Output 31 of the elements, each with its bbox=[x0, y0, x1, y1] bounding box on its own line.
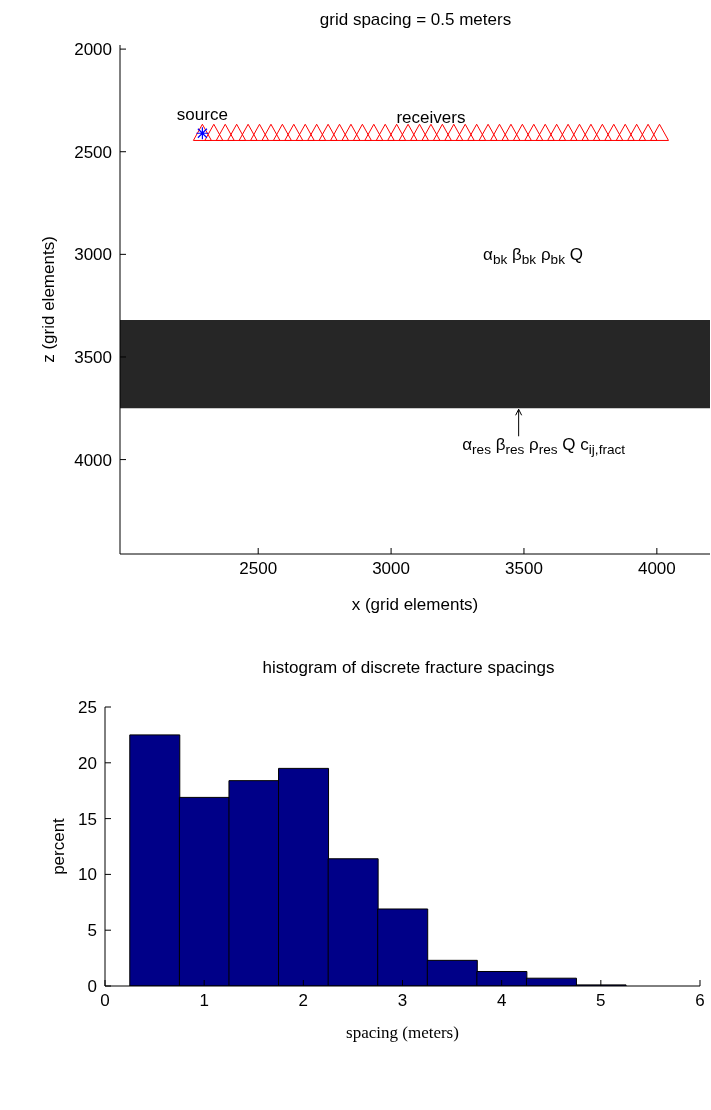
y-tick-label: 20 bbox=[78, 753, 97, 773]
annotation: α$_{bk}$ β$_{bk}$ ρ$_{bk}$ Q bbox=[483, 244, 583, 267]
chart-title: histogram of discrete fracture spacings bbox=[261, 658, 556, 678]
x-tick-label: 6 bbox=[695, 991, 705, 1011]
x-axis-title: x (grid elements) bbox=[351, 595, 479, 615]
x-axis-title: spacing (meters) bbox=[346, 1023, 459, 1043]
y-tick-label: 2000 bbox=[74, 40, 112, 60]
y-tick-label: 2500 bbox=[74, 142, 112, 162]
y-axis-title: percent bbox=[49, 817, 69, 875]
y-axis-title: z (grid elements) bbox=[39, 236, 59, 363]
annotation: α$_{res}$ β$_{res}$ ρ$_{res}$ Q c$_{ij,fract}$ bbox=[462, 435, 626, 458]
y-tick-label: 0 bbox=[87, 977, 97, 997]
y-tick-label: 10 bbox=[78, 865, 97, 885]
x-tick-label: 2500 bbox=[239, 559, 278, 579]
x-tick-label: 3500 bbox=[505, 559, 543, 579]
y-tick-label: 15 bbox=[78, 809, 97, 829]
y-tick-label: 25 bbox=[78, 698, 97, 718]
series-label: receivers bbox=[396, 108, 466, 128]
y-tick-label: 5 bbox=[87, 921, 97, 941]
x-tick-label: 3000 bbox=[372, 559, 410, 579]
y-tick-label: 3000 bbox=[74, 245, 112, 265]
chart-title: grid spacing = 0.5 meters bbox=[318, 10, 513, 30]
y-tick-label: 4000 bbox=[74, 450, 112, 470]
x-tick-label: 2 bbox=[298, 991, 309, 1011]
x-tick-label: 1 bbox=[199, 991, 209, 1011]
x-tick-label: 5 bbox=[596, 991, 606, 1011]
x-tick-label: 4 bbox=[496, 991, 507, 1011]
y-tick-label: 3500 bbox=[74, 348, 112, 367]
x-tick-label: 3 bbox=[397, 991, 408, 1011]
x-tick-label: 4000 bbox=[637, 559, 676, 579]
annotation: source bbox=[176, 105, 228, 125]
